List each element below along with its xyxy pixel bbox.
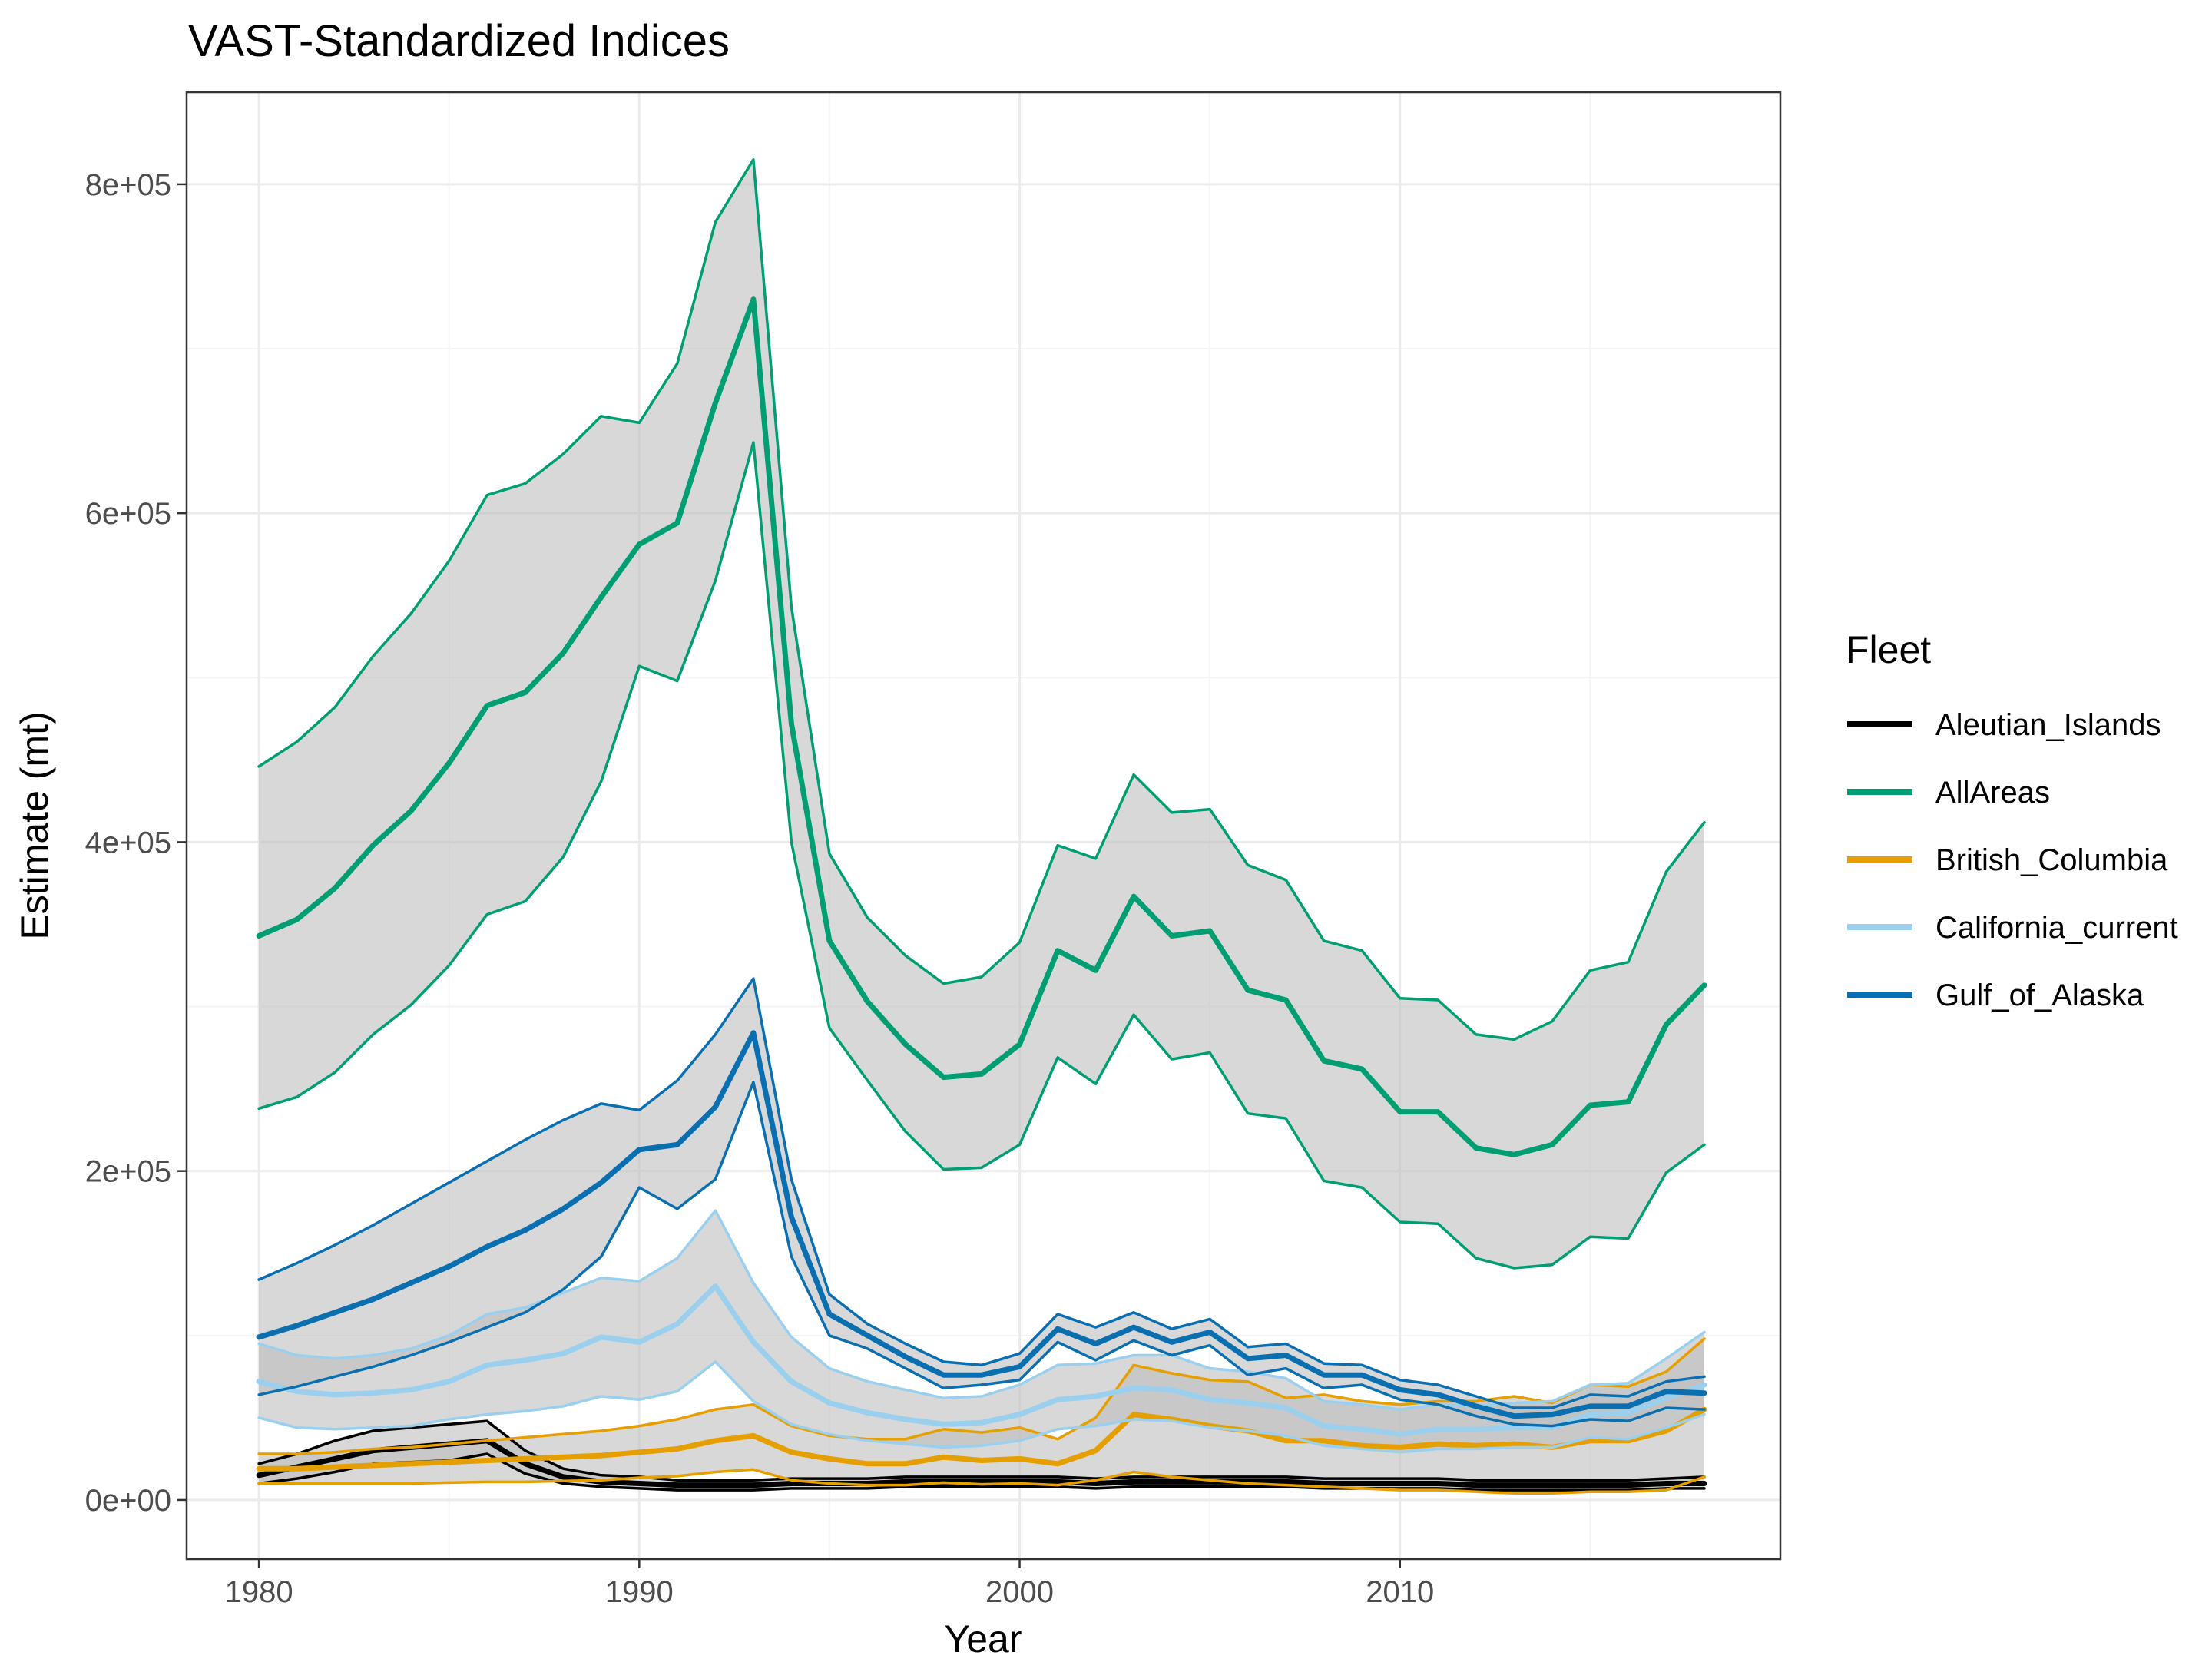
legend-label-AllAreas: AllAreas: [1936, 776, 2050, 810]
y-axis-title: Estimate (mt): [13, 711, 56, 939]
y-tick-label: 4e+05: [85, 826, 171, 859]
estimate-line-AllAreas: [256, 296, 1707, 1157]
x-tick-label: 1990: [605, 1575, 674, 1609]
estimate-line-British_Columbia: [256, 1406, 1707, 1472]
legend-title: Fleet: [1846, 628, 1931, 671]
series-lines: [256, 158, 1707, 1495]
plot-border: [185, 91, 1782, 1561]
legend-label-Gulf_of_Alaska: Gulf_of_Alaska: [1936, 979, 2144, 1012]
y-tick-label: 0e+00: [85, 1484, 171, 1518]
band-Gulf_of_Alaska: [259, 979, 1705, 1426]
y-tick-label: 8e+05: [85, 168, 171, 202]
legend-label-British_Columbia: British_Columbia: [1936, 843, 2168, 877]
legend-items: Aleutian_Islands AllAreas British_Columbia…: [1847, 708, 2178, 1012]
legend-label-California_current: California_current: [1936, 911, 2178, 945]
x-axis-title: Year: [944, 1618, 1022, 1659]
legend: Fleet Aleutian_Islands AllAreas British_Co…: [1846, 628, 2178, 1012]
band-AllAreas: [259, 159, 1705, 1268]
lower-line-California_current: [257, 1360, 1706, 1454]
x-tick-label: 2010: [1366, 1575, 1434, 1609]
upper-line-AllAreas: [257, 158, 1706, 1041]
lower-line-British_Columbia: [257, 1468, 1706, 1495]
x-tick-label: 1980: [225, 1575, 293, 1609]
estimate-line-Aleutian_Islands: [256, 1438, 1707, 1488]
y-tick-label: 2e+05: [85, 1155, 171, 1189]
upper-line-California_current: [257, 1209, 1706, 1411]
upper-line-Aleutian_Islands: [257, 1419, 1706, 1482]
band-California_current: [259, 1210, 1705, 1452]
x-tick-label: 2000: [985, 1575, 1054, 1609]
lower-line-AllAreas: [257, 441, 1706, 1270]
legend-label-Aleutian_Islands: Aleutian_Islands: [1936, 708, 2161, 742]
y-axis-ticks: 0e+00 2e+05 4e+05 6e+05 8e+05: [85, 168, 187, 1518]
upper-line-Gulf_of_Alaska: [257, 977, 1706, 1409]
lower-line-Gulf_of_Alaska: [257, 1081, 1706, 1428]
y-tick-label: 6e+05: [85, 497, 171, 531]
x-axis-ticks: 1980 1990 2000 2010: [225, 1559, 1434, 1609]
estimate-line-California_current: [256, 1283, 1707, 1437]
estimate-line-Gulf_of_Alaska: [256, 1030, 1707, 1419]
chart-title: VAST-Standardized Indices: [188, 16, 730, 66]
